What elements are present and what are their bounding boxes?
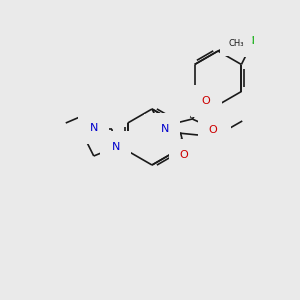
- Text: O: O: [202, 96, 211, 106]
- Text: N: N: [161, 124, 169, 134]
- Text: O: O: [180, 150, 188, 160]
- Text: O: O: [212, 117, 220, 127]
- Text: Cl: Cl: [244, 35, 255, 46]
- Text: N: N: [90, 123, 98, 133]
- Text: O: O: [209, 125, 218, 135]
- Text: N: N: [112, 142, 120, 152]
- Text: H: H: [153, 124, 161, 134]
- Text: CH₃: CH₃: [228, 38, 244, 47]
